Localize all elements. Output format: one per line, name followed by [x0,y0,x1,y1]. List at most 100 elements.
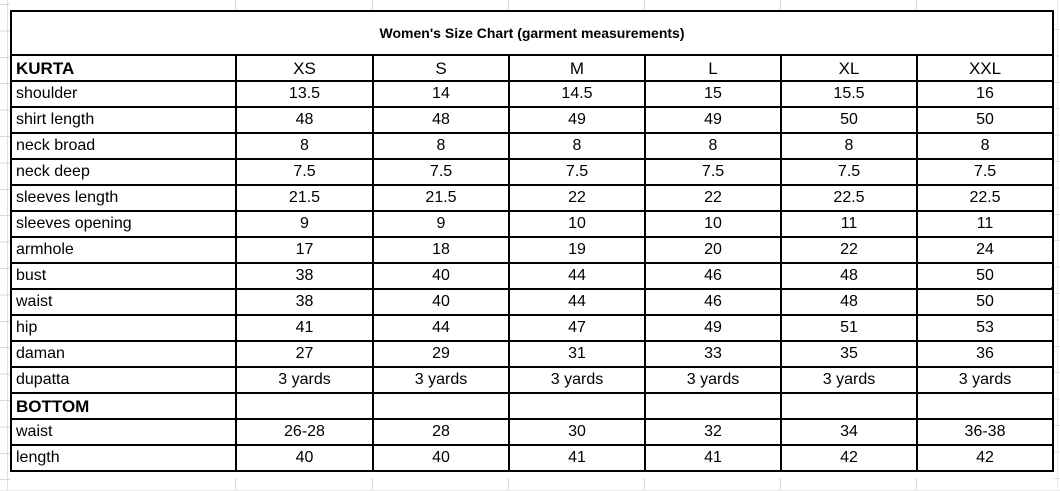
value-cell[interactable]: 44 [508,288,646,316]
value-cell[interactable]: 30 [508,418,646,446]
value-cell[interactable]: 7.5 [780,158,918,186]
value-cell[interactable]: 29 [372,340,510,368]
value-cell[interactable]: 34 [780,418,918,446]
value-cell[interactable]: 50 [915,288,1055,316]
value-cell[interactable] [372,392,510,420]
value-cell[interactable]: 14 [372,80,510,108]
value-cell[interactable]: 36-38 [915,418,1055,446]
value-cell[interactable]: 36 [915,340,1055,368]
value-cell[interactable]: 53 [915,314,1055,342]
value-cell[interactable]: 42 [780,444,918,472]
row-label-cell[interactable]: armhole [10,236,237,264]
value-cell[interactable]: 16 [915,80,1055,108]
section-header-cell[interactable]: BOTTOM [10,392,237,420]
value-cell[interactable]: 22 [644,184,782,212]
value-cell[interactable]: 46 [644,262,782,290]
value-cell[interactable]: 44 [508,262,646,290]
value-cell[interactable]: 40 [372,444,510,472]
row-label-cell[interactable]: sleeves opening [10,210,237,238]
value-cell[interactable]: 10 [508,210,646,238]
value-cell[interactable]: 7.5 [235,158,374,186]
value-cell[interactable]: 49 [508,106,646,134]
selected-cell[interactable]: 50 [915,262,1055,290]
value-cell[interactable]: 50 [915,106,1055,134]
value-cell[interactable]: 13.5 [235,80,374,108]
value-cell[interactable]: 10 [644,210,782,238]
value-cell[interactable]: 22 [508,184,646,212]
value-cell[interactable]: 48 [780,288,918,316]
row-label-cell[interactable]: sleeves length [10,184,237,212]
value-cell[interactable]: 42 [915,444,1055,472]
row-label-cell[interactable]: dupatta [10,366,237,394]
value-cell[interactable]: 32 [644,418,782,446]
value-cell[interactable]: 24 [915,236,1055,264]
value-cell[interactable]: 8 [644,132,782,160]
row-label-cell[interactable]: hip [10,314,237,342]
value-cell[interactable]: 27 [235,340,374,368]
row-label-cell[interactable]: shirt length [10,106,237,134]
value-cell[interactable]: 8 [780,132,918,160]
value-cell[interactable]: 3 yards [235,366,374,394]
value-cell[interactable]: 7.5 [644,158,782,186]
column-header-cell[interactable]: S [372,54,510,82]
value-cell[interactable]: 7.5 [372,158,510,186]
value-cell[interactable]: 40 [372,288,510,316]
row-label-cell[interactable]: neck deep [10,158,237,186]
value-cell[interactable]: 49 [644,314,782,342]
value-cell[interactable] [644,392,782,420]
value-cell[interactable]: 38 [235,262,374,290]
row-label-cell[interactable]: neck broad [10,132,237,160]
row-label-cell[interactable]: shoulder [10,80,237,108]
value-cell[interactable]: 15 [644,80,782,108]
value-cell[interactable]: 3 yards [915,366,1055,394]
value-cell[interactable]: 11 [915,210,1055,238]
value-cell[interactable]: 44 [372,314,510,342]
value-cell[interactable]: 41 [644,444,782,472]
column-header-cell[interactable]: XS [235,54,374,82]
table-title-cell[interactable]: Women's Size Chart (garment measurements… [9,10,1055,56]
value-cell[interactable]: 20 [644,236,782,264]
value-cell[interactable]: 48 [372,106,510,134]
value-cell[interactable]: 51 [780,314,918,342]
value-cell[interactable]: 40 [235,444,374,472]
value-cell[interactable]: 38 [235,288,374,316]
value-cell[interactable]: 31 [508,340,646,368]
value-cell[interactable]: 11 [780,210,918,238]
section-header-cell[interactable]: KURTA [10,54,237,82]
value-cell[interactable]: 50 [780,106,918,134]
value-cell[interactable]: 15.5 [780,80,918,108]
fill-handle[interactable] [1050,286,1052,287]
row-label-cell[interactable]: length [10,444,237,472]
value-cell[interactable]: 28 [372,418,510,446]
value-cell[interactable]: 21.5 [235,184,374,212]
value-cell[interactable]: 40 [372,262,510,290]
value-cell[interactable]: 41 [235,314,374,342]
value-cell[interactable]: 3 yards [780,366,918,394]
value-cell[interactable]: 8 [915,132,1055,160]
value-cell[interactable]: 46 [644,288,782,316]
value-cell[interactable]: 8 [508,132,646,160]
value-cell[interactable] [235,392,374,420]
value-cell[interactable]: 17 [235,236,374,264]
value-cell[interactable]: 7.5 [915,158,1055,186]
value-cell[interactable] [915,392,1055,420]
value-cell[interactable]: 48 [235,106,374,134]
column-header-cell[interactable]: L [644,54,782,82]
value-cell[interactable]: 41 [508,444,646,472]
value-cell[interactable]: 3 yards [508,366,646,394]
value-cell[interactable]: 26-28 [235,418,374,446]
value-cell[interactable]: 9 [372,210,510,238]
row-label-cell[interactable]: daman [10,340,237,368]
column-header-cell[interactable]: XL [780,54,918,82]
value-cell[interactable]: 18 [372,236,510,264]
value-cell[interactable]: 49 [644,106,782,134]
value-cell[interactable] [780,392,918,420]
value-cell[interactable]: 35 [780,340,918,368]
value-cell[interactable]: 22.5 [780,184,918,212]
value-cell[interactable]: 7.5 [508,158,646,186]
value-cell[interactable]: 33 [644,340,782,368]
value-cell[interactable]: 19 [508,236,646,264]
value-cell[interactable]: 8 [372,132,510,160]
value-cell[interactable]: 22.5 [915,184,1055,212]
column-header-cell[interactable]: XXL [915,54,1055,82]
